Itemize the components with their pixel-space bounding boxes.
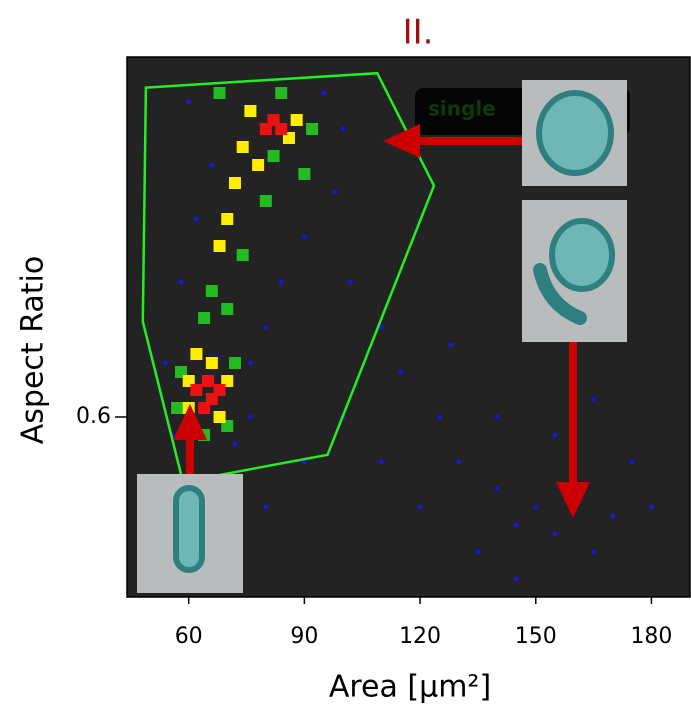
point [228,357,241,369]
arrow [173,404,207,474]
point [448,343,453,347]
point [379,325,384,329]
point [263,325,268,329]
x-tick-label: 60 [175,624,203,649]
point [213,240,226,252]
point [610,514,615,518]
point [236,141,249,153]
point [248,361,253,365]
point [232,442,237,446]
point [398,370,403,374]
point [333,190,338,194]
point [186,100,191,104]
point [263,505,268,509]
point [221,303,234,315]
point [553,532,558,536]
point [190,384,203,396]
point [437,415,442,419]
point [321,91,326,95]
point [591,550,596,554]
point [279,280,284,284]
point [244,105,257,117]
point [190,348,203,360]
point [213,384,226,396]
point [171,402,184,414]
cell-image [522,200,627,342]
point [302,460,307,464]
arrow [383,124,522,158]
point [201,375,214,387]
point [302,235,307,239]
y-tick-label: 0.6 [76,404,111,429]
cell-image [137,474,243,593]
plot-frame [126,56,691,598]
x-axis-label: Area [μm²] [329,670,491,705]
point [228,177,241,189]
point [553,433,558,437]
point [194,217,199,221]
point [267,150,280,162]
point [456,460,461,464]
point [340,127,345,131]
point [348,280,353,284]
point [495,487,500,491]
point [163,361,168,365]
y-axis-label: Aspect Ratio [16,256,51,444]
point [514,577,519,581]
point [298,168,311,180]
x-tick-label: 90 [290,624,318,649]
point [236,249,249,261]
point [379,460,384,464]
chart-title: II. [403,13,434,53]
point [221,213,234,225]
point [475,550,480,554]
point [649,505,654,509]
point [198,312,211,324]
point [248,415,253,419]
point [252,159,265,171]
point [259,195,272,207]
point [591,397,596,401]
point [198,402,211,414]
x-tick-label: 120 [399,624,441,649]
point [495,415,500,419]
x-tick-label: 180 [630,624,672,649]
gate [141,71,436,484]
point [213,411,226,423]
point [205,357,218,369]
point [514,523,519,527]
point [418,505,423,509]
point [630,460,635,464]
point [171,433,176,437]
point [205,285,218,297]
point [178,280,183,284]
point [306,123,319,135]
annotation: single [428,97,496,121]
point [209,163,214,167]
point [275,87,288,99]
point [213,87,226,99]
point [267,114,280,126]
point [533,505,538,509]
cell-image [522,80,627,186]
x-tick-label: 150 [515,624,557,649]
arrow [556,342,590,518]
point [290,114,303,126]
